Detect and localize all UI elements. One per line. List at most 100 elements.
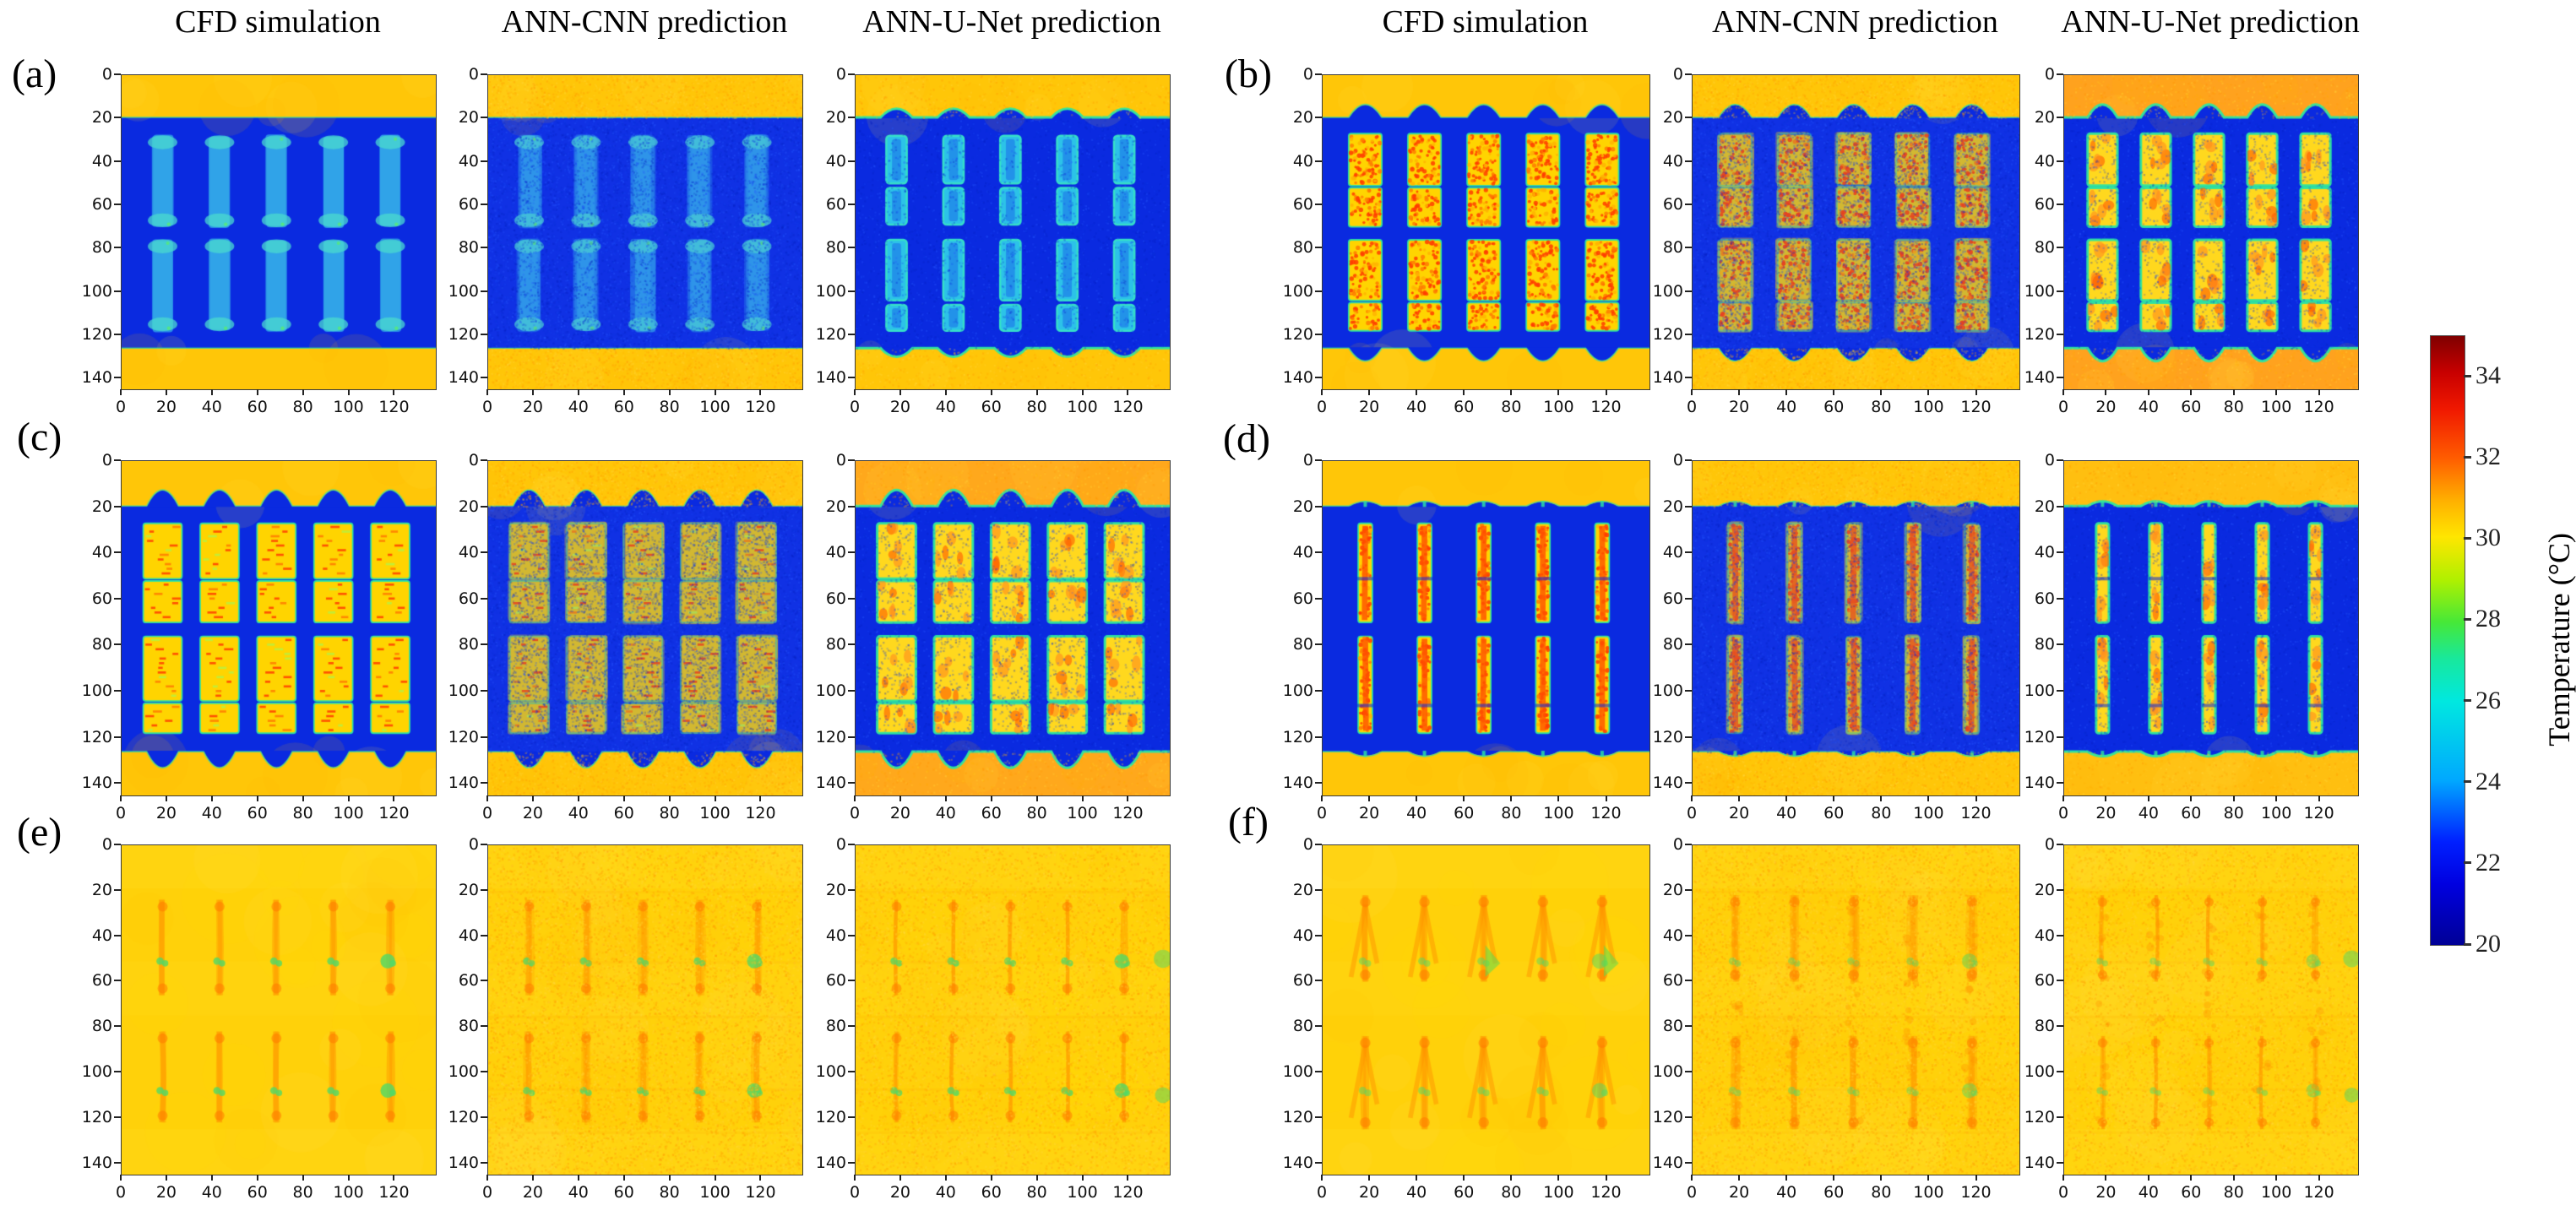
y-axis-tick-label: 80 [2034,635,2055,654]
y-axis-tick-label: 80 [825,238,846,258]
x-axis-tick-label: 0 [2057,804,2069,822]
panel-letter-f: (f) [1228,800,1269,844]
x-axis-tick-mark [393,389,395,395]
x-axis-tick-mark [1368,389,1371,395]
y-axis-tick-label: 20 [2034,880,2055,899]
x-axis-tick-label: 40 [568,804,589,822]
y-axis-tick-label: 140 [2024,368,2055,388]
y-axis-tick-mark [2057,73,2063,75]
y-axis-tick-mark [1315,160,1322,162]
y-axis-tick-label: 140 [448,774,479,793]
y-axis-tick-mark [114,160,121,162]
x-axis-tick-mark [1880,795,1883,801]
x-axis-tick-label: 40 [1406,398,1427,416]
y-axis-tick-mark [848,203,855,205]
y-axis-tick-mark [114,73,121,75]
y-axis-tick-label: 0 [468,451,479,470]
x-axis-tick-label: 40 [2138,804,2159,822]
y-axis-tick-label: 80 [2034,1017,2055,1036]
y-axis-tick-mark [1315,1161,1322,1164]
y-axis-tick-mark [1685,203,1692,205]
x-axis-tick-mark [1321,389,1323,395]
y-axis-tick-label: 100 [1652,1061,1683,1081]
x-axis-tick-label: 100 [699,1183,731,1202]
x-axis-tick-mark [1127,795,1129,801]
x-axis-tick-label: 0 [481,1183,493,1202]
y-axis-tick-label: 140 [815,774,846,793]
x-axis-tick-label: 40 [1776,804,1797,822]
x-axis-tick-mark [1416,795,1418,801]
x-axis-tick-label: 120 [1590,398,1622,416]
x-axis-tick-mark [1368,1175,1371,1181]
y-axis-tick-mark [114,690,121,692]
y-axis-tick-mark [1315,551,1322,554]
x-axis-tick-label: 120 [1590,804,1622,822]
y-axis-tick-mark [2057,505,2063,508]
y-axis-tick-label: 60 [2034,971,2055,991]
x-axis-tick-label: 0 [1686,398,1698,416]
y-axis-tick-label: 0 [468,65,479,84]
heatmap-d-cfd [1322,460,1650,796]
y-axis-tick-mark [1315,1116,1322,1118]
heatmap-e-cfd [121,844,437,1175]
x-axis-tick-mark [486,1175,488,1181]
y-axis-tick-mark [114,844,121,845]
y-axis-tick-label: 40 [1662,926,1683,945]
y-axis-tick-mark [1685,643,1692,646]
y-axis-tick-label: 20 [458,108,479,128]
x-axis-tick-mark [1510,1175,1513,1181]
x-axis-tick-label: 80 [292,1183,313,1202]
y-axis-tick-label: 100 [448,1061,479,1081]
x-axis-tick-label: 40 [201,1183,222,1202]
y-axis-tick-mark [848,736,855,738]
y-axis-tick-mark [1315,736,1322,738]
x-axis-tick-mark [1927,389,1930,395]
x-axis-tick-label: 60 [1823,1183,1845,1202]
y-axis-tick-mark [114,1070,121,1072]
x-axis-tick-mark [1785,389,1788,395]
y-axis-tick-mark [848,160,855,162]
x-axis-tick-label: 40 [1776,1183,1797,1202]
x-axis-tick-label: 60 [1454,1183,1475,1202]
y-axis-tick-mark [481,782,487,784]
y-axis-tick-mark [481,73,487,75]
y-axis-tick-label: 0 [1302,835,1313,854]
y-axis-tick-label: 100 [2024,1061,2055,1081]
colorbar-tick-label: 20 [2475,930,2501,958]
y-axis-tick-label: 0 [1672,835,1683,854]
y-axis-tick-mark [1315,1070,1322,1072]
x-axis-tick-label: 100 [1913,1183,1944,1202]
y-axis-tick-label: 80 [1292,1017,1313,1036]
heatmap-d-cnn [1692,460,2020,796]
y-axis-tick-label: 0 [1302,65,1313,84]
heatmap-e-cnn [487,844,803,1175]
x-axis-tick-mark [2062,389,2064,395]
x-axis-tick-mark [1557,389,1560,395]
y-axis-tick-mark [2057,782,2063,784]
y-axis-tick-mark [848,377,855,379]
y-axis-tick-label: 120 [1282,324,1313,344]
x-axis-tick-label: 120 [2303,1183,2334,1202]
x-axis-tick-mark [2105,389,2107,395]
x-axis-tick-mark [486,795,488,801]
x-axis-tick-label: 80 [659,398,680,416]
y-axis-tick-mark [481,203,487,205]
y-axis-tick-label: 60 [91,971,112,991]
x-axis-tick-label: 60 [2181,1183,2202,1202]
x-axis-tick-mark [347,389,350,395]
y-axis-tick-mark [2057,888,2063,891]
y-axis-tick-mark [481,597,487,600]
x-axis-tick-mark [2147,1175,2149,1181]
y-axis-tick-mark [2057,980,2063,982]
x-axis-tick-label: 100 [699,398,731,416]
y-axis-tick-label: 80 [1292,635,1313,654]
x-axis-tick-label: 0 [481,804,493,822]
y-axis-tick-label: 0 [1672,451,1683,470]
x-axis-tick-label: 80 [1026,398,1047,416]
y-axis-tick-label: 40 [1662,151,1683,171]
x-axis-tick-label: 20 [1728,398,1750,416]
colorbar-tick-label: 22 [2475,848,2501,877]
x-axis-tick-mark [2062,795,2064,801]
x-axis-tick-mark [714,795,716,801]
y-axis-tick-mark [848,1161,855,1164]
